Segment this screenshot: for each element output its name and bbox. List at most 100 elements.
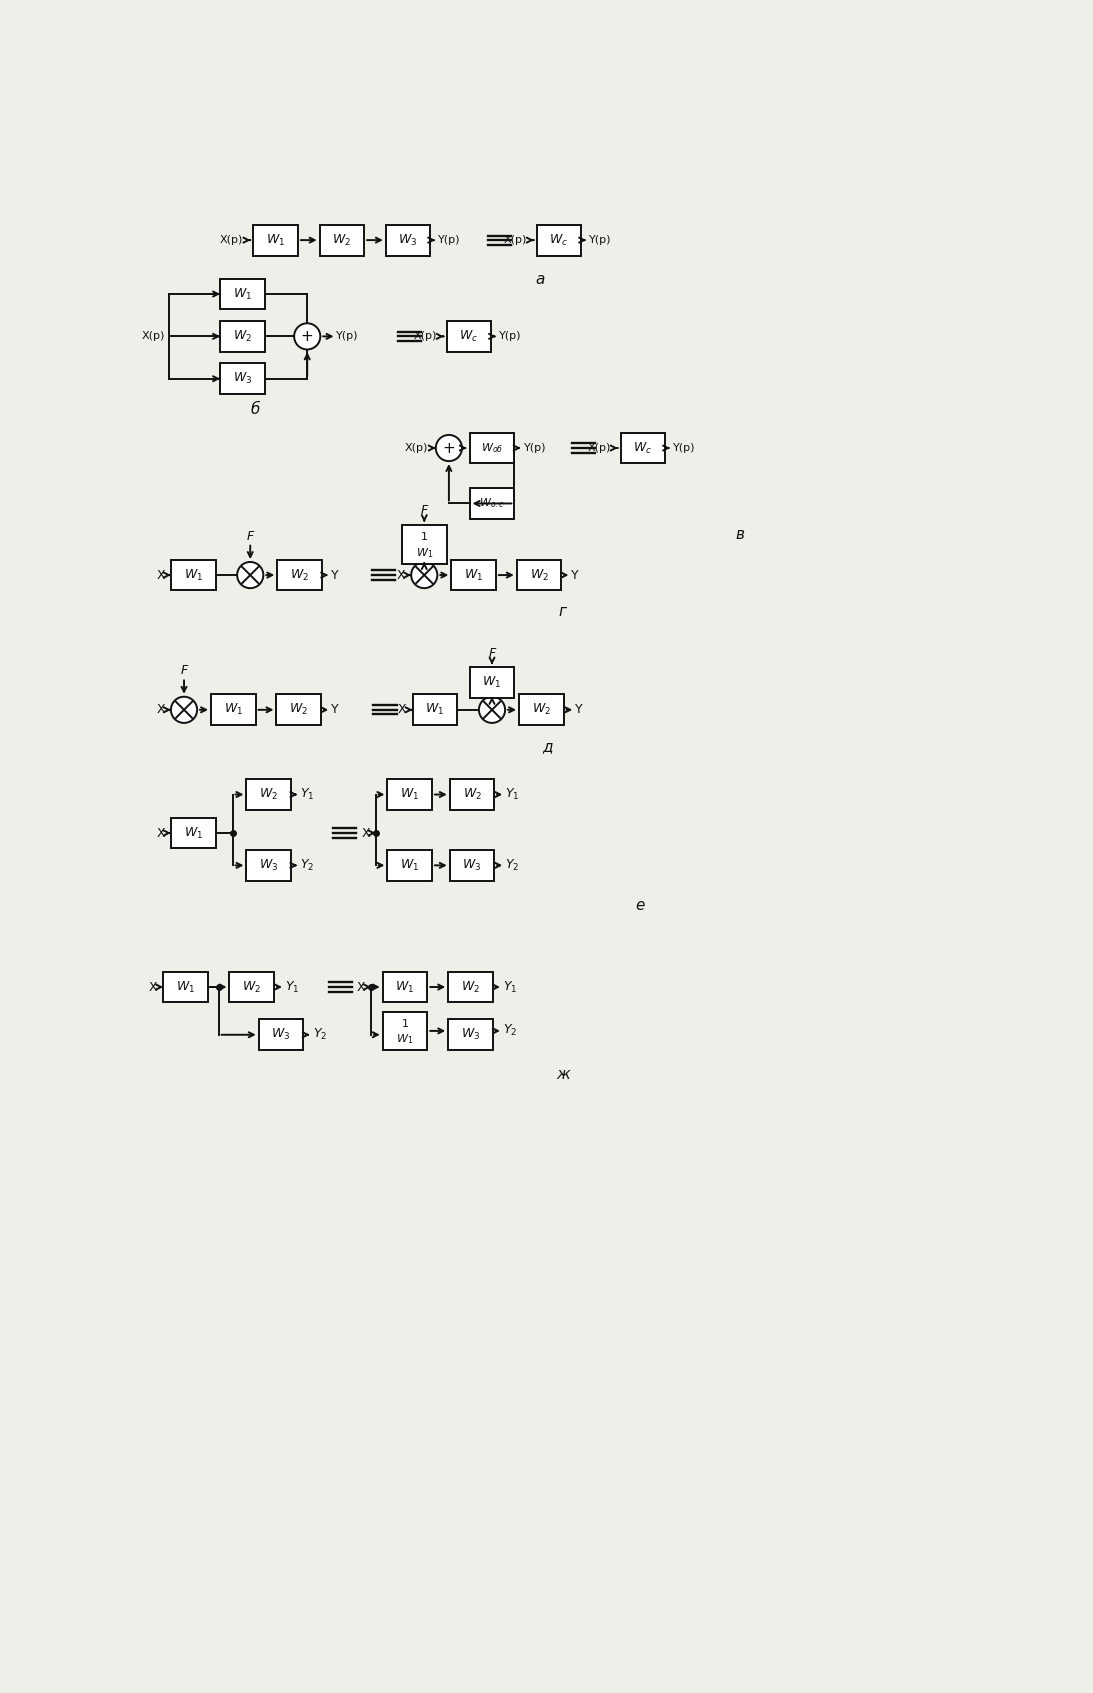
Text: $W_{об}$: $W_{об}$ (481, 442, 503, 455)
Text: е: е (635, 897, 645, 913)
Text: 1: 1 (401, 1019, 409, 1029)
Text: Y(p): Y(p) (673, 444, 695, 454)
Text: $W_2$: $W_2$ (532, 703, 551, 718)
Bar (448, 1019, 493, 1050)
Bar (278, 560, 321, 591)
Bar (447, 322, 491, 352)
Text: в: в (736, 527, 744, 542)
Bar (246, 850, 291, 880)
Bar (383, 972, 427, 1002)
Text: $W_2$: $W_2$ (243, 980, 261, 994)
Bar (163, 972, 208, 1002)
Text: $W_1$: $W_1$ (176, 980, 196, 994)
Text: $W_{о.с}$: $W_{о.с}$ (479, 496, 505, 510)
Text: Y: Y (331, 703, 339, 716)
Text: $W_2$: $W_2$ (332, 232, 351, 247)
Bar (519, 694, 564, 725)
Bar (319, 225, 364, 256)
Text: $Y_1$: $Y_1$ (285, 980, 299, 994)
Text: +: + (443, 440, 456, 455)
Text: X(p): X(p) (141, 332, 165, 342)
Bar (246, 779, 291, 809)
Text: $W_1$: $W_1$ (415, 545, 433, 560)
Text: $W_3$: $W_3$ (461, 1028, 480, 1043)
Text: $W_1$: $W_1$ (425, 703, 445, 718)
Bar (449, 850, 494, 880)
Bar (230, 972, 274, 1002)
Bar (383, 1012, 427, 1050)
Bar (449, 779, 494, 809)
Text: Y(p): Y(p) (337, 332, 359, 342)
Text: а: а (536, 273, 544, 288)
Bar (254, 225, 298, 256)
Text: X: X (362, 826, 371, 840)
Text: б: б (250, 401, 259, 416)
Circle shape (294, 323, 320, 349)
Text: F: F (421, 505, 427, 518)
Text: $W_1$: $W_1$ (184, 826, 203, 840)
Text: F: F (180, 664, 188, 677)
Text: г: г (559, 604, 567, 620)
Circle shape (436, 435, 462, 460)
Text: $W_3$: $W_3$ (271, 1028, 291, 1043)
Text: X(p): X(p) (503, 235, 527, 245)
Text: $W_2$: $W_2$ (290, 703, 308, 718)
Text: $W_3$: $W_3$ (462, 858, 482, 874)
Text: $W_1$: $W_1$ (266, 232, 285, 247)
Circle shape (171, 698, 197, 723)
Text: $Y_1$: $Y_1$ (503, 980, 517, 994)
Bar (517, 560, 562, 591)
Text: д: д (542, 740, 553, 753)
Text: $Y_2$: $Y_2$ (503, 1023, 517, 1038)
Text: Y(p): Y(p) (438, 235, 460, 245)
Text: $W_c$: $W_c$ (550, 232, 568, 247)
Bar (386, 225, 431, 256)
Bar (448, 972, 493, 1002)
Bar (470, 433, 515, 464)
Bar (277, 694, 321, 725)
Text: X(p): X(p) (413, 332, 436, 342)
Bar (220, 322, 265, 352)
Text: $W_2$: $W_2$ (290, 567, 309, 582)
Text: X: X (156, 826, 165, 840)
Bar (413, 694, 457, 725)
Text: $W_3$: $W_3$ (399, 232, 418, 247)
Text: X(p): X(p) (404, 444, 428, 454)
Text: 1: 1 (421, 532, 427, 542)
Text: X: X (149, 980, 157, 994)
Text: +: + (301, 328, 314, 344)
Bar (211, 694, 256, 725)
Bar (537, 225, 581, 256)
Bar (259, 1019, 304, 1050)
Bar (402, 525, 447, 564)
Text: $Y_1$: $Y_1$ (505, 787, 519, 802)
Text: $W_1$: $W_1$ (396, 980, 414, 994)
Text: F: F (247, 530, 254, 543)
Text: Y: Y (331, 569, 339, 582)
Text: $W_c$: $W_c$ (634, 440, 653, 455)
Text: $W_1$: $W_1$ (224, 703, 243, 718)
Text: $W_1$: $W_1$ (482, 676, 502, 691)
Text: ж: ж (556, 1067, 569, 1082)
Text: $W_c$: $W_c$ (459, 328, 479, 344)
Text: $W_1$: $W_1$ (233, 286, 252, 301)
Text: F: F (489, 647, 495, 660)
Text: $Y_1$: $Y_1$ (301, 787, 315, 802)
Bar (171, 560, 215, 591)
Text: X: X (397, 569, 406, 582)
Bar (451, 560, 496, 591)
Bar (621, 433, 666, 464)
Text: Y(p): Y(p) (524, 444, 546, 454)
Bar (220, 364, 265, 394)
Text: $W_2$: $W_2$ (233, 328, 252, 344)
Text: $W_2$: $W_2$ (529, 567, 549, 582)
Text: X(p): X(p) (220, 235, 244, 245)
Text: $W_3$: $W_3$ (233, 371, 252, 386)
Text: $Y_2$: $Y_2$ (505, 858, 519, 874)
Text: X: X (156, 569, 165, 582)
Text: $W_1$: $W_1$ (400, 858, 420, 874)
Text: Y: Y (575, 703, 583, 716)
Text: $Y_2$: $Y_2$ (301, 858, 315, 874)
Circle shape (411, 562, 437, 587)
Bar (220, 279, 265, 310)
